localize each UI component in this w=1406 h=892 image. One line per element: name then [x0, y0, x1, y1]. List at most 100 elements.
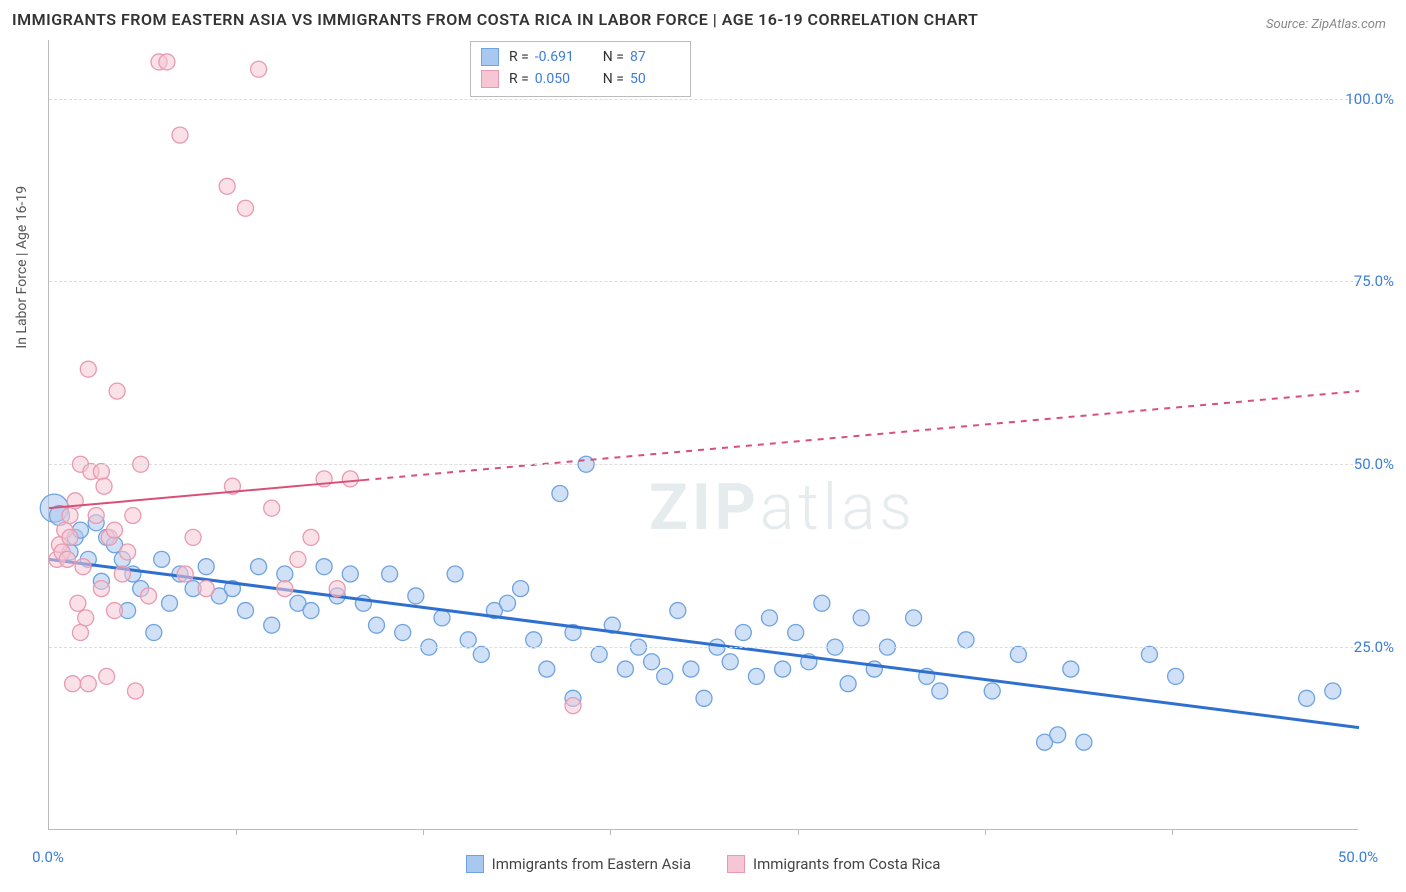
data-point: [932, 683, 948, 699]
data-point: [264, 500, 280, 516]
data-point: [198, 581, 214, 597]
data-point: [683, 661, 699, 677]
data-point: [172, 127, 188, 143]
gridline: [49, 647, 1358, 648]
legend-swatch: [481, 48, 499, 66]
r-label: R =: [509, 49, 529, 65]
data-point: [303, 603, 319, 619]
data-point: [395, 625, 411, 641]
data-point: [526, 632, 542, 648]
data-point: [251, 559, 267, 575]
data-point: [277, 581, 293, 597]
n-value: 50: [630, 71, 680, 87]
legend-swatch: [727, 855, 745, 873]
legend-row: R = -0.691 N = 87: [481, 46, 680, 68]
data-point: [1050, 727, 1066, 743]
data-point: [59, 551, 75, 567]
data-point: [75, 559, 91, 575]
data-point: [125, 507, 141, 523]
data-point: [434, 610, 450, 626]
data-point: [369, 617, 385, 633]
data-point: [316, 559, 332, 575]
data-point: [72, 625, 88, 641]
data-point: [1325, 683, 1341, 699]
source-label: Source: ZipAtlas.com: [1266, 17, 1386, 32]
data-point: [722, 654, 738, 670]
data-point: [107, 522, 123, 538]
data-point: [146, 625, 162, 641]
data-point: [788, 625, 804, 641]
r-value: -0.691: [535, 49, 585, 65]
plot-area: ZIPatlas: [48, 40, 1358, 830]
data-point: [107, 603, 123, 619]
legend-swatch: [466, 855, 484, 873]
data-point: [80, 676, 96, 692]
y-tick-label: 75.0%: [1354, 272, 1394, 290]
n-label: N =: [603, 49, 624, 65]
data-point: [238, 603, 254, 619]
data-point: [984, 683, 1000, 699]
data-point: [447, 566, 463, 582]
data-point: [342, 566, 358, 582]
data-point: [539, 661, 555, 677]
data-point: [62, 529, 78, 545]
r-value: 0.050: [535, 71, 585, 87]
x-tick: [423, 829, 424, 835]
legend-label: Immigrants from Costa Rica: [753, 855, 940, 873]
n-value: 87: [630, 49, 680, 65]
legend-label: Immigrants from Eastern Asia: [492, 855, 691, 873]
data-point: [644, 654, 660, 670]
data-point: [159, 54, 175, 70]
legend-correlation: R =-0.691N =87R =0.050N =50: [470, 41, 691, 97]
data-point: [958, 632, 974, 648]
chart-svg: [49, 40, 1358, 829]
data-point: [1010, 646, 1026, 662]
gridline: [49, 281, 1358, 282]
y-tick-label: 50.0%: [1354, 455, 1394, 473]
data-point: [238, 200, 254, 216]
data-point: [408, 588, 424, 604]
chart-title: IMMIGRANTS FROM EASTERN ASIA VS IMMIGRAN…: [12, 10, 978, 29]
data-point: [99, 668, 115, 684]
data-point: [775, 661, 791, 677]
data-point: [219, 178, 235, 194]
data-point: [62, 507, 78, 523]
legend-row: R =0.050N =50: [481, 68, 680, 90]
data-point: [853, 610, 869, 626]
data-point: [1141, 646, 1157, 662]
r-label: R =: [509, 71, 529, 87]
data-point: [198, 559, 214, 575]
data-point: [473, 646, 489, 662]
legend-swatch: [481, 70, 499, 88]
legend-item: Immigrants from Eastern Asia: [466, 855, 691, 873]
data-point: [696, 690, 712, 706]
data-point: [840, 676, 856, 692]
data-point: [141, 588, 157, 604]
data-point: [127, 683, 143, 699]
data-point: [78, 610, 94, 626]
data-point: [80, 361, 96, 377]
data-point: [513, 581, 529, 597]
x-tick: [985, 829, 986, 835]
data-point: [290, 551, 306, 567]
legend-item: Immigrants from Costa Rica: [727, 855, 940, 873]
data-point: [814, 595, 830, 611]
data-point: [657, 668, 673, 684]
x-tick: [798, 829, 799, 835]
data-point: [382, 566, 398, 582]
x-tick: [236, 829, 237, 835]
x-tick: [1172, 829, 1173, 835]
data-point: [1063, 661, 1079, 677]
data-point: [264, 617, 280, 633]
data-point: [177, 566, 193, 582]
data-point: [552, 486, 568, 502]
data-point: [1299, 690, 1315, 706]
data-point: [162, 595, 178, 611]
data-point: [748, 668, 764, 684]
data-point: [251, 61, 267, 77]
data-point: [500, 595, 516, 611]
data-point: [277, 566, 293, 582]
data-point: [96, 478, 112, 494]
data-point: [1168, 668, 1184, 684]
data-point: [93, 464, 109, 480]
